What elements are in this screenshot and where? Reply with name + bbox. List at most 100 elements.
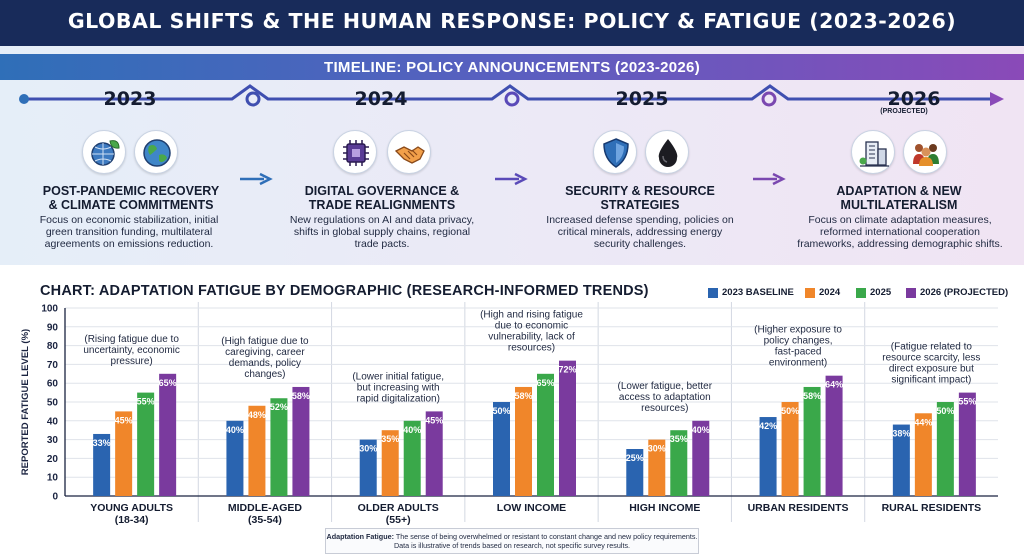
annotation-text: environment) <box>769 358 827 369</box>
bar-value-label: 50% <box>492 406 510 416</box>
annotation-text: access to adaptation <box>619 392 711 403</box>
bar-value-label: 65% <box>536 378 554 388</box>
annotation-text: significant impact) <box>891 375 971 386</box>
year-2024: 2024 <box>354 88 408 110</box>
annotation-text: direct exposure but <box>889 364 974 375</box>
bar <box>270 398 288 496</box>
y-tick-label: 80 <box>47 341 59 352</box>
bar-value-label: 33% <box>93 438 111 448</box>
y-tick-label: 90 <box>47 322 59 333</box>
annotation-text: (Higher exposure to <box>754 325 842 336</box>
bar-value-label: 40% <box>226 425 244 435</box>
bar <box>115 411 133 496</box>
period-title-2023: POST-PANDEMIC RECOVERY & CLIMATE COMMITME… <box>42 184 220 212</box>
bar-value-label: 58% <box>514 391 532 401</box>
bar-value-label: 38% <box>892 429 910 439</box>
bar <box>381 430 399 496</box>
timeline-banner: TIMELINE: POLICY ANNOUNCEMENTS (2023-202… <box>0 54 1024 80</box>
period-desc-2025: Increased defense spending, policies on c… <box>546 214 734 250</box>
category-label: LOW INCOME <box>497 502 566 514</box>
bar-value-label: 25% <box>626 453 644 463</box>
bar <box>292 386 310 496</box>
people-group-icon <box>903 130 947 174</box>
bar <box>515 386 532 496</box>
bar <box>403 420 421 496</box>
bar-chart: 0 10 20 30 40 50 60 70 80 90 100 REPORTED FATIGUE L… <box>20 302 998 525</box>
bar-value-label: 45% <box>115 415 133 425</box>
bar <box>248 405 266 496</box>
bar-value-label: 42% <box>759 421 777 431</box>
shield-icon <box>593 130 637 174</box>
bar <box>425 411 443 496</box>
y-tick-label: 70 <box>47 360 59 371</box>
bar-value-label: 40% <box>692 425 710 435</box>
annotation-text: resource scarcity, less <box>882 353 980 364</box>
projected-note: (PROJECTED) <box>880 108 928 115</box>
bar <box>137 392 155 496</box>
period-title-2025: SECURITY & RESOURCE STRATEGIES <box>565 184 715 212</box>
bar <box>692 420 710 496</box>
bar-value-label: 48% <box>248 410 266 420</box>
bar <box>93 433 111 496</box>
category-label: OLDER ADULTS <box>358 502 439 514</box>
chip-icon <box>333 130 377 174</box>
bar-value-label: 55% <box>137 397 155 407</box>
y-tick-label: 50 <box>47 398 59 409</box>
timeline-section: TIMELINE: POLICY ANNOUNCEMENTS (2023-202… <box>0 46 1024 265</box>
y-tick-label: 100 <box>41 304 58 315</box>
bar-value-label: 35% <box>670 434 688 444</box>
annotation-text: rapid digitalization) <box>357 393 440 404</box>
annotation-text: (Rising fatigue due to <box>84 334 179 345</box>
category-label: HIGH INCOME <box>629 502 700 514</box>
bar <box>914 413 932 496</box>
annotation-text: (Lower initial fatigue, <box>352 371 444 382</box>
bar <box>359 439 377 496</box>
arrow-right-icon <box>753 172 786 186</box>
category-label: (35-54) <box>248 514 282 525</box>
bar <box>825 375 843 496</box>
bar-value-label: 40% <box>403 425 421 435</box>
year-2023: 2023 <box>103 88 157 110</box>
bar <box>781 402 799 496</box>
page-title: GLOBAL SHIFTS & THE HUMAN RESPONSE: POLI… <box>67 9 957 33</box>
category-label: MIDDLE-AGED <box>228 502 302 514</box>
y-tick-label: 20 <box>47 454 59 465</box>
annotation-text: vulnerability, lack of <box>488 332 575 343</box>
bar-value-label: 72% <box>558 365 576 375</box>
bar-value-label: 35% <box>381 434 399 444</box>
footnote-text: The sense of being overwhelmed or resist… <box>393 532 698 541</box>
annotation-text: changes) <box>244 369 285 380</box>
y-tick-label: 10 <box>47 473 59 484</box>
footnote-term: Adaptation Fatigue: <box>326 532 394 541</box>
header-bar: GLOBAL SHIFTS & THE HUMAN RESPONSE: POLI… <box>0 0 1024 46</box>
bar <box>493 402 510 496</box>
bar <box>892 424 910 496</box>
period-desc-2026: Focus on climate adaptation measures, ref… <box>797 214 1003 250</box>
bar <box>670 430 688 496</box>
annotation-text: (High fatigue due to <box>221 336 309 347</box>
bar <box>159 373 177 496</box>
timeline-node <box>761 91 777 107</box>
category-label: YOUNG ADULTS <box>90 502 173 514</box>
timeline-node <box>245 91 261 107</box>
arrow-right-icon <box>495 172 528 186</box>
bar-value-label: 58% <box>292 391 310 401</box>
category-label: RURAL RESIDENTS <box>882 502 982 514</box>
timeline-start-dot <box>19 94 29 104</box>
city-building-icon <box>851 130 895 174</box>
category-label: URBAN RESIDENTS <box>748 502 849 514</box>
bar <box>648 439 666 496</box>
year-2025: 2025 <box>615 88 669 110</box>
y-tick-label: 0 <box>52 492 58 503</box>
bar <box>803 386 821 496</box>
annotation-text: pressure) <box>111 356 153 367</box>
annotation-text: resources) <box>641 403 688 414</box>
bar <box>759 417 777 496</box>
bar <box>226 420 244 496</box>
annotation-text: caregiving, career <box>225 347 305 358</box>
period-title-2024: DIGITAL GOVERNANCE & TRADE REALIGNMENTS <box>304 184 460 212</box>
y-tick-label: 60 <box>47 379 59 390</box>
chart-title: CHART: ADAPTATION FATIGUE BY DEMOGRAPHIC… <box>40 283 649 299</box>
footnote: Adaptation Fatigue: The sense of being o… <box>325 528 699 554</box>
bar-value-label: 52% <box>270 402 288 412</box>
